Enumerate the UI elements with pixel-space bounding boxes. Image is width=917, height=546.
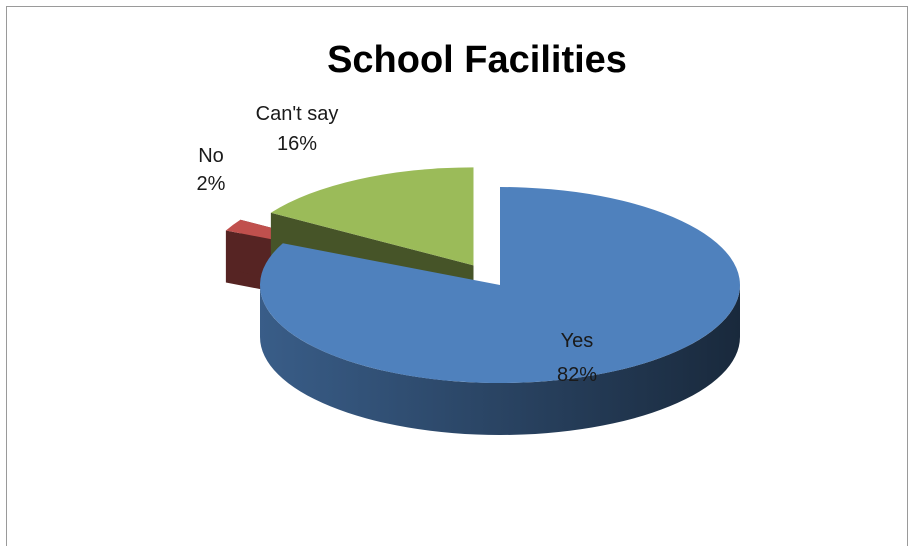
slice-side bbox=[260, 285, 740, 435]
slice-yes bbox=[259, 187, 740, 435]
data-label-can-t-say-value: 16% bbox=[277, 133, 317, 155]
data-label-no-name: No bbox=[198, 145, 224, 167]
data-label-can-t-say-name: Can't say bbox=[256, 103, 339, 125]
data-label-yes-value: 82% bbox=[557, 364, 597, 386]
slice-top bbox=[270, 167, 474, 266]
data-label-yes-name: Yes bbox=[561, 330, 594, 352]
slice-top bbox=[259, 187, 740, 383]
data-label-no-value: 2% bbox=[197, 173, 226, 195]
chart-title: School Facilities bbox=[327, 39, 627, 81]
